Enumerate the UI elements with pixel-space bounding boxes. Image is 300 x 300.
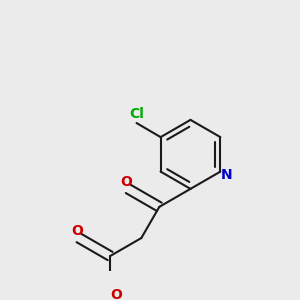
Text: N: N (220, 168, 232, 182)
Text: Cl: Cl (129, 107, 144, 121)
Text: O: O (71, 224, 83, 239)
Text: O: O (121, 175, 133, 189)
Text: O: O (110, 288, 122, 300)
